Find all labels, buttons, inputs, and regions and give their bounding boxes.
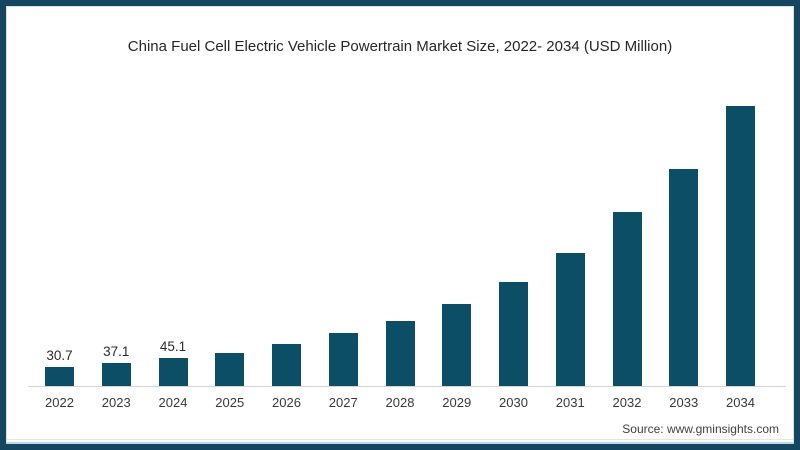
bars: 30.7 2022 37.1 2023 45.1 2024 2025 2026 2027 2028… xyxy=(45,86,755,410)
x-axis-label-2031: 2031 xyxy=(555,395,585,410)
footer-hairline-blue xyxy=(6,442,794,444)
bar-value-label-2022: 30.7 xyxy=(46,348,73,363)
x-axis-label-2032: 2032 xyxy=(612,395,642,410)
bar-2026 xyxy=(272,344,301,386)
bar-value-label-2023: 37.1 xyxy=(103,344,130,359)
bar-slot-2030: 2030 xyxy=(499,86,528,410)
bar-slot-2022: 30.7 2022 xyxy=(45,86,74,410)
bar-2027 xyxy=(328,333,358,386)
bar-slot-2028: 2028 xyxy=(385,86,415,410)
x-axis-label-2024: 2024 xyxy=(158,395,188,410)
bar-2023 xyxy=(101,363,131,386)
bar-2031 xyxy=(555,253,585,386)
x-axis-label-2025: 2025 xyxy=(215,395,245,410)
bar-2029 xyxy=(442,304,472,386)
chart-title: China Fuel Cell Electric Vehicle Powertr… xyxy=(127,38,673,55)
bar-slot-2027: 2027 xyxy=(328,86,358,410)
bar-slot-2034: 2034 xyxy=(726,86,755,410)
x-axis-label-2034: 2034 xyxy=(726,395,755,410)
x-axis-label-2027: 2027 xyxy=(328,395,358,410)
bar-slot-2024: 45.1 2024 xyxy=(158,86,188,410)
x-axis-label-2033: 2033 xyxy=(669,395,699,410)
x-axis-label-2029: 2029 xyxy=(442,395,472,410)
bar-2028 xyxy=(385,321,415,386)
x-axis-label-2026: 2026 xyxy=(272,395,301,410)
x-axis-label-2023: 2023 xyxy=(101,395,131,410)
bar-2025 xyxy=(215,353,245,386)
bar-value-label-2024: 45.1 xyxy=(159,339,187,354)
plot-area: 30.7 2022 37.1 2023 45.1 2024 2025 2026 2027 2028… xyxy=(28,86,786,410)
source-attribution: Source: www.gminsights.com xyxy=(619,421,782,437)
bar-2024 xyxy=(158,358,188,386)
x-axis-label-2028: 2028 xyxy=(385,395,415,410)
x-axis-label-2030: 2030 xyxy=(499,395,528,410)
bar-2030 xyxy=(499,282,528,386)
x-axis-label-2022: 2022 xyxy=(45,395,74,410)
bar-slot-2023: 37.1 2023 xyxy=(101,86,131,410)
bar-slot-2026: 2026 xyxy=(272,86,301,410)
bar-slot-2031: 2031 xyxy=(555,86,585,410)
footer-hairline-cream xyxy=(6,439,794,440)
bar-2022 xyxy=(45,367,74,386)
bar-slot-2032: 2032 xyxy=(612,86,642,410)
bar-2032 xyxy=(612,212,642,386)
bar-slot-2029: 2029 xyxy=(442,86,472,410)
bar-2034 xyxy=(726,106,755,386)
bar-2033 xyxy=(669,169,699,386)
bar-slot-2033: 2033 xyxy=(669,86,699,410)
bar-slot-2025: 2025 xyxy=(215,86,245,410)
